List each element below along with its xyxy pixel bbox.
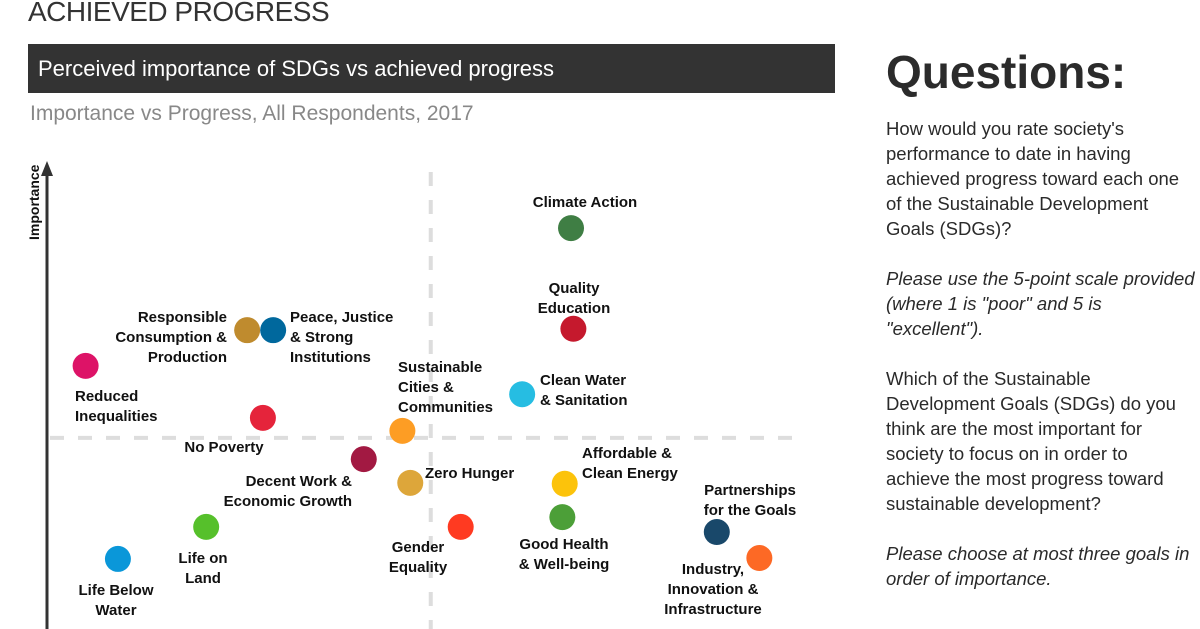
- plot-area: [41, 161, 805, 629]
- data-point: [72, 352, 99, 379]
- point-label: Peace, Justice & Strong Institutions: [290, 309, 394, 366]
- data-point: [558, 215, 585, 242]
- point-label: Clean Water & Sanitation: [540, 372, 628, 409]
- questions-heading: Questions:: [886, 46, 1127, 98]
- questions-panel: Questions: How would you rate society's …: [886, 46, 1196, 616]
- data-point: [234, 317, 261, 344]
- chart-title-banner: Perceived importance of SDGs vs achieved…: [28, 44, 835, 93]
- scatter-chart: Importance Climate Action Quality Educati…: [26, 161, 805, 629]
- data-point: [509, 381, 536, 408]
- point-label: Good Health & Well-being: [518, 536, 610, 573]
- point-label: No Poverty: [184, 439, 264, 456]
- data-point: [746, 545, 773, 572]
- point-label: Decent Work & Economic Growth: [223, 473, 352, 510]
- chart-subtitle: Importance vs Progress, All Respondents,…: [30, 102, 474, 125]
- data-point: [703, 519, 730, 546]
- data-point: [560, 315, 587, 342]
- point-label: Responsible Consumption & Production: [115, 309, 227, 366]
- section-title: ACHIEVED PROGRESS: [28, 0, 330, 27]
- data-point: [549, 504, 576, 531]
- point-label: Industry, Innovation & Infrastructure: [664, 561, 762, 618]
- question-1-note: Please use the 5-point scale provided (w…: [886, 268, 1195, 339]
- point-label: Partnerships for the Goals: [703, 482, 797, 519]
- point-label: Sustainable Cities & Communities: [398, 359, 494, 416]
- data-point: [193, 513, 220, 540]
- question-2: Which of the Sustainable Development Goa…: [886, 368, 1176, 514]
- data-point: [260, 317, 287, 344]
- data-point: [350, 446, 377, 473]
- question-1: How would you rate society's performance…: [886, 118, 1180, 239]
- data-point: [551, 470, 578, 497]
- y-axis-arrow: [41, 161, 53, 176]
- point-label: Gender Equality: [388, 539, 448, 576]
- data-point: [104, 545, 131, 572]
- point-label: Reduced Inequalities: [75, 388, 158, 425]
- data-point: [397, 469, 424, 496]
- data-point: [447, 513, 474, 540]
- point-label: Quality Education: [537, 280, 611, 317]
- point-label: Zero Hunger: [425, 465, 515, 482]
- point-label: Life on Land: [178, 550, 228, 587]
- point-label: Life Below Water: [78, 582, 154, 619]
- data-point: [389, 417, 416, 444]
- y-axis-label: Importance: [26, 164, 42, 240]
- point-label: Affordable & Clean Energy: [582, 445, 678, 482]
- question-2-note: Please choose at most three goals in ord…: [886, 543, 1190, 589]
- data-point: [249, 404, 276, 431]
- point-label: Climate Action: [532, 194, 638, 211]
